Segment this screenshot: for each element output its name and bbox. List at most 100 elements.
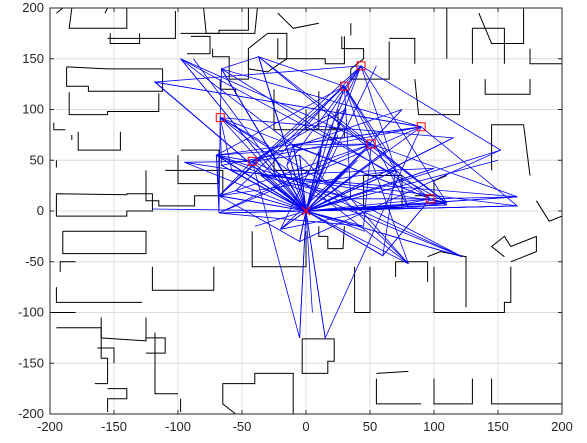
x-tick-label: -50 (233, 419, 252, 434)
building-outline (222, 372, 294, 414)
building-outline (414, 175, 447, 197)
ray-path (152, 208, 307, 212)
ray-path (286, 165, 307, 212)
building-outline (395, 261, 429, 282)
ray-path (305, 210, 313, 313)
building-outline (414, 79, 461, 116)
ray-path (305, 205, 518, 212)
x-tick-label: 100 (423, 419, 445, 434)
building-outline (318, 226, 345, 250)
receiver-marker (356, 61, 366, 71)
ray-path (154, 81, 307, 212)
building-outline (471, 27, 505, 64)
ray-path (254, 210, 307, 227)
ray-path (305, 210, 384, 257)
x-tick-label: -150 (101, 419, 127, 434)
building-outline (354, 266, 371, 313)
x-tick-label: 150 (487, 419, 509, 434)
ray-path (292, 144, 307, 212)
ray-path (299, 155, 307, 212)
building-outline (219, 79, 237, 95)
ray-path (299, 210, 307, 338)
ray-path (305, 137, 454, 212)
building-outline (301, 338, 335, 374)
x-tick-label: -200 (37, 419, 63, 434)
ray-path (305, 159, 499, 212)
x-tick-label: 0 (302, 419, 309, 434)
y-tick-label: -150 (18, 355, 44, 370)
x-tick-label: -100 (165, 419, 191, 434)
ray-path (218, 210, 307, 214)
y-tick-label: -100 (18, 305, 44, 320)
y-tick-label: -50 (25, 254, 44, 269)
ray-path (218, 195, 307, 212)
ray-path (267, 144, 307, 212)
transmitter-marker (301, 206, 311, 216)
building-outline (151, 266, 215, 291)
building-outline (389, 37, 416, 64)
building-outline (277, 36, 345, 65)
building-outline (146, 337, 166, 354)
ray-path (258, 56, 307, 212)
building-outline (97, 347, 115, 364)
x-tick-label: 50 (363, 419, 377, 434)
ray-path (305, 109, 403, 212)
transmitter-cross (301, 206, 311, 216)
ray-path (221, 164, 307, 212)
building-outline (154, 332, 178, 395)
building-outline (535, 200, 562, 222)
building-outline (203, 8, 258, 34)
building-outline (104, 8, 109, 14)
building-outline (68, 92, 160, 116)
ray-path (299, 210, 307, 242)
y-tick-label: 150 (22, 51, 44, 66)
receiver-marker (339, 81, 349, 91)
building-outline (478, 8, 525, 44)
building-outline (107, 11, 176, 39)
receiver-marker (416, 122, 426, 132)
building-outline (251, 231, 307, 268)
building-outline (107, 388, 128, 412)
ray-path (305, 198, 431, 212)
building-outline (484, 79, 531, 95)
building-outline (62, 230, 147, 255)
building-outline (433, 266, 512, 313)
building-outlines (50, 8, 562, 414)
y-tick-label: 0 (37, 203, 44, 218)
building-outline (53, 122, 66, 131)
building-outline (529, 48, 562, 65)
ray-path (305, 149, 501, 212)
ray-path (305, 168, 435, 212)
ray-paths (152, 55, 519, 340)
building-outline (247, 32, 288, 73)
ray-path (305, 210, 409, 265)
building-outline (145, 169, 224, 207)
building-outline (490, 235, 537, 263)
receiver-marker (425, 194, 435, 204)
ray-path (305, 210, 326, 338)
ray-path (216, 154, 307, 212)
ray-path (305, 86, 345, 212)
building-outline (491, 124, 531, 176)
x-tick-label: 200 (551, 419, 573, 434)
building-outline (55, 287, 143, 303)
ray-path (180, 58, 307, 212)
ray-path (305, 65, 377, 212)
ray-path (305, 170, 396, 212)
ray-path (305, 150, 322, 212)
y-tick-label: 100 (22, 102, 44, 117)
ray-path (260, 175, 307, 212)
building-outline (68, 8, 128, 29)
y-tick-label: 200 (22, 0, 44, 15)
building-outline (187, 35, 211, 55)
building-outline (66, 66, 164, 92)
building-outline (180, 8, 249, 34)
building-outline (212, 48, 249, 80)
building-outline (433, 378, 473, 405)
building-outline (55, 193, 153, 217)
ray-path (305, 196, 518, 212)
ray-path (235, 190, 307, 212)
building-outline (491, 378, 562, 405)
